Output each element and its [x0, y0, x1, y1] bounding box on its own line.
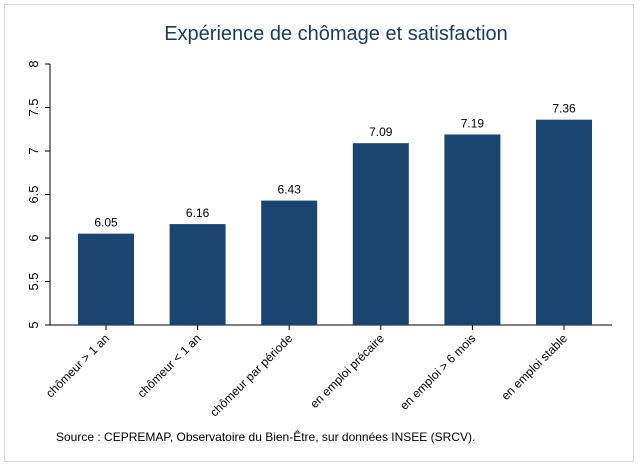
bar — [352, 143, 409, 325]
y-tick-label: 6.5 — [26, 185, 41, 203]
y-tick-label: 7.5 — [26, 98, 41, 116]
bar — [169, 224, 226, 325]
bar — [536, 119, 592, 326]
y-tick-label: 6 — [26, 234, 41, 241]
x-category-label: chômeur par période — [207, 331, 295, 419]
data-label: 6.43 — [278, 183, 302, 197]
bar — [444, 134, 501, 325]
data-label: 7.19 — [461, 116, 485, 130]
source-note: Source : CEPREMAP, Observatoire du Bien-… — [56, 430, 476, 444]
data-label: 6.05 — [94, 216, 118, 230]
data-label: 7.09 — [369, 125, 393, 139]
data-label: 7.36 — [552, 102, 576, 116]
bar — [261, 200, 318, 325]
data-label: 6.16 — [186, 206, 210, 220]
x-category-label: chômeur > 1 an — [43, 331, 112, 400]
x-category-label: chômeur < 1 an — [135, 331, 204, 400]
x-category-label: en emploi précaire — [307, 331, 387, 411]
y-tick-label: 5 — [26, 321, 41, 328]
y-tick-label: 8 — [26, 60, 41, 67]
y-tick-label: 7 — [26, 147, 41, 154]
chart-title: Expérience de chômage et satisfaction — [164, 23, 508, 45]
x-category-label: en emploi stable — [498, 331, 570, 403]
chart-frame — [4, 4, 634, 462]
x-category-label: en emploi > 6 mois — [397, 331, 478, 412]
bar — [78, 233, 134, 325]
y-tick-label: 5.5 — [26, 272, 41, 290]
